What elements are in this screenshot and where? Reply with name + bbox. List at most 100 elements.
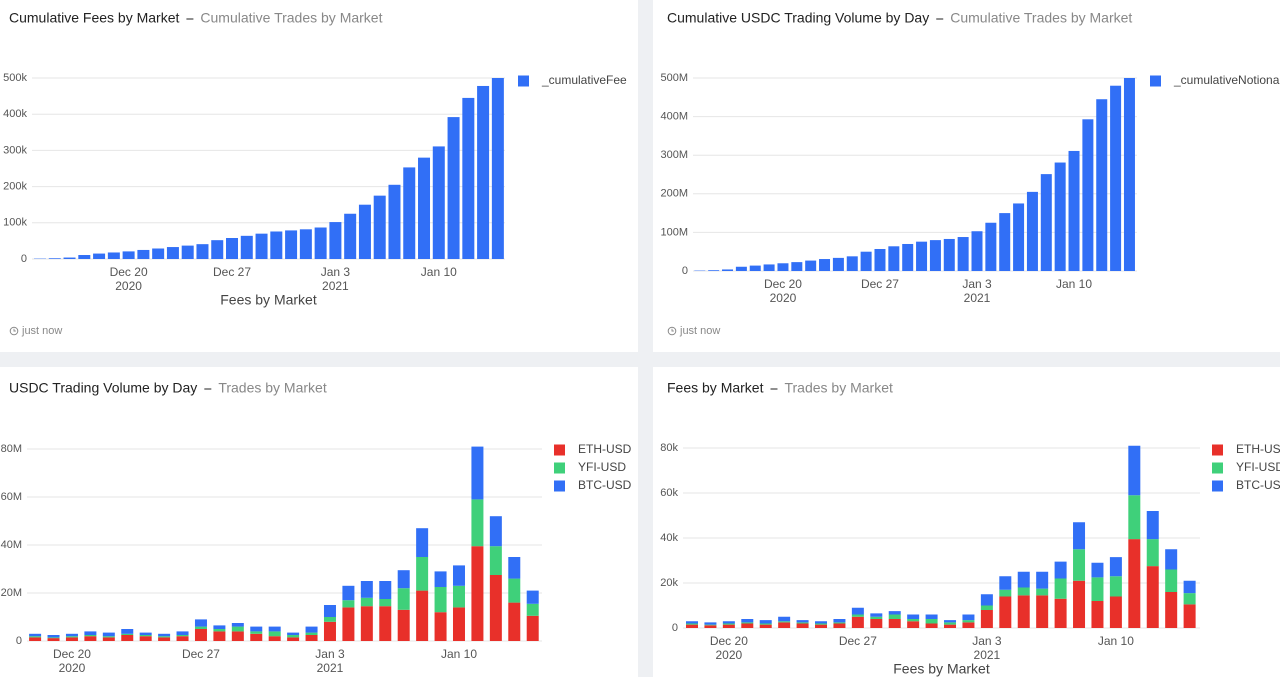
bar — [299, 229, 312, 259]
bar — [213, 631, 226, 641]
bar — [139, 632, 152, 635]
bar — [231, 631, 244, 641]
legend-label: _cumulativeFee — [541, 73, 627, 87]
bar — [805, 260, 817, 271]
bar — [452, 585, 465, 608]
bar — [778, 622, 791, 628]
bar — [1040, 174, 1052, 271]
bar — [122, 251, 135, 259]
bar — [1109, 576, 1122, 597]
y-tick-label: 0 — [672, 622, 678, 634]
bar — [778, 621, 791, 623]
bar — [78, 255, 91, 259]
bar — [860, 251, 872, 271]
bar — [870, 616, 883, 619]
bar — [29, 637, 42, 641]
bar — [1165, 569, 1178, 592]
bar — [1128, 495, 1141, 540]
chart-title: Cumulative USDC Trading Volume by Day — [667, 10, 929, 26]
y-tick-label: 100M — [660, 226, 688, 238]
y-tick-label: 400k — [3, 108, 27, 120]
bar — [999, 596, 1012, 628]
y-tick-label: 500M — [660, 72, 688, 84]
bar — [418, 157, 431, 259]
bar — [722, 621, 735, 624]
y-tick-label: 60k — [660, 487, 678, 499]
bar — [962, 622, 975, 628]
bar — [851, 607, 864, 615]
bar — [342, 600, 355, 608]
y-tick-label: 60M — [1, 491, 22, 503]
y-tick-label: 200M — [660, 188, 688, 200]
bar — [471, 446, 484, 500]
bar — [508, 578, 521, 603]
updated-time: just now — [21, 325, 62, 337]
bar — [489, 546, 502, 575]
bar — [1036, 571, 1049, 589]
bar — [1128, 539, 1141, 628]
bar — [226, 238, 239, 259]
clock-icon — [9, 326, 19, 336]
bar — [213, 629, 226, 632]
bar — [1073, 580, 1086, 628]
legend-label: BTC-USD — [578, 478, 632, 492]
bar — [980, 610, 993, 628]
bar — [704, 622, 717, 625]
bar — [759, 620, 772, 624]
bar — [250, 633, 263, 641]
chart-subtitle: Cumulative Trades by Market — [200, 10, 382, 26]
x-tick-label: Jan 3 2021 — [320, 265, 351, 293]
bar — [471, 499, 484, 547]
bar — [925, 623, 938, 628]
bar — [686, 624, 698, 628]
bar — [358, 204, 371, 259]
bar — [1109, 596, 1122, 628]
bar — [1054, 162, 1066, 271]
bar — [1110, 85, 1122, 271]
bar — [508, 602, 521, 641]
bar — [84, 631, 97, 635]
bar — [491, 78, 504, 259]
x-tick-label: Dec 27 — [860, 277, 899, 291]
bar — [268, 626, 281, 632]
bar — [84, 635, 97, 637]
bar — [270, 231, 283, 259]
bar — [194, 629, 207, 641]
y-tick-label: 500k — [3, 72, 27, 84]
bar — [851, 614, 864, 617]
legend-label: ETH-USD — [578, 442, 632, 456]
bar — [84, 636, 97, 641]
bar — [47, 638, 60, 641]
x-tick-label: Dec 20 2020 — [109, 265, 148, 293]
y-tick-label: 80k — [660, 442, 678, 454]
bar — [102, 636, 115, 638]
bar — [907, 621, 920, 628]
bar — [686, 623, 698, 625]
bar — [305, 626, 318, 633]
bar — [508, 557, 521, 579]
bar — [29, 636, 42, 638]
bar — [121, 633, 134, 635]
y-tick-label: 0 — [682, 265, 688, 277]
bar — [305, 632, 318, 635]
clock-hands — [13, 328, 16, 332]
bar — [452, 607, 465, 641]
bar — [176, 635, 189, 637]
y-tick-label: 100k — [3, 217, 27, 229]
chart-subtitle: Cumulative Trades by Market — [950, 10, 1132, 26]
y-tick-label: 200k — [3, 181, 27, 193]
legend-label: BTC-USD — [1236, 478, 1280, 492]
bar — [194, 626, 207, 629]
x-tick-label: Jan 3 2021 — [962, 277, 992, 305]
bar — [1054, 561, 1067, 579]
bar — [176, 631, 189, 635]
x-tick-label: Jan 10 — [420, 265, 457, 279]
bar — [1183, 593, 1196, 605]
bar — [287, 632, 300, 635]
bar — [925, 619, 938, 624]
x-tick-label: Dec 27 — [212, 265, 252, 279]
bar — [176, 636, 189, 641]
clock-icon — [667, 326, 677, 336]
bar — [432, 146, 445, 259]
